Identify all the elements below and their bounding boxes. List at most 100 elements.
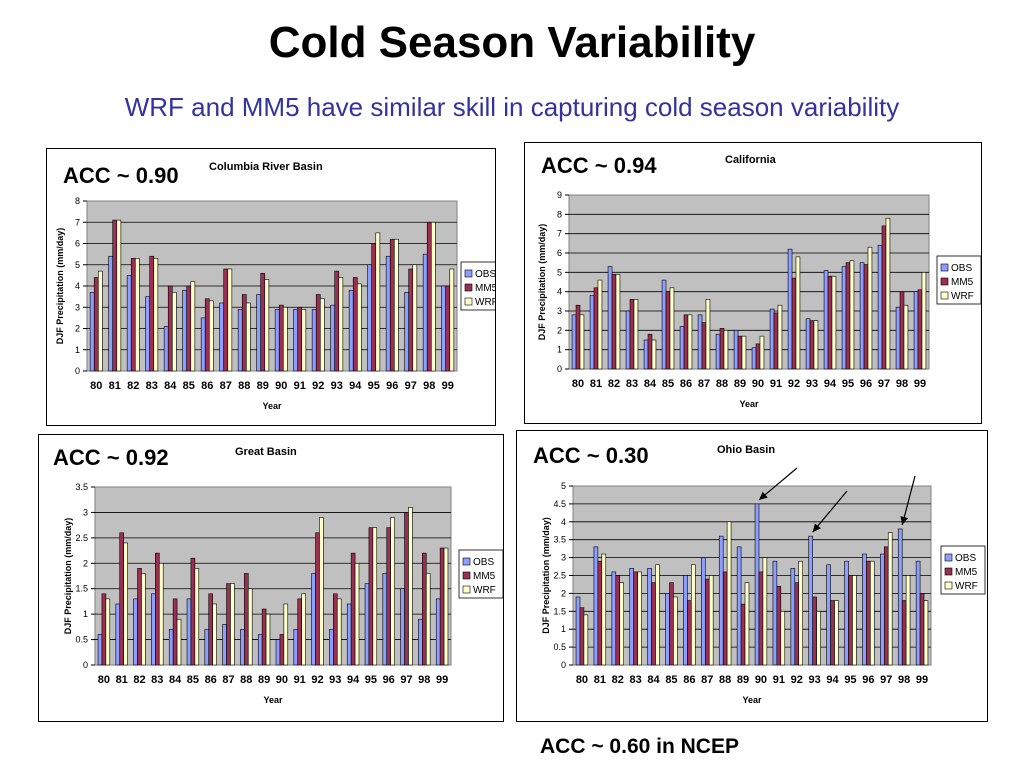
bar-wrf <box>759 335 765 370</box>
y-axis-label: DJF Precipitation (mm/day) <box>537 224 547 341</box>
bar-mm5 <box>791 277 797 370</box>
bar-wrf <box>905 575 911 666</box>
x-tick-label: 82 <box>608 378 620 390</box>
y-tick-label: 3 <box>557 306 562 316</box>
bar-wrf <box>319 517 324 666</box>
x-tick-label: 86 <box>205 674 217 686</box>
x-tick-label: 97 <box>878 378 890 390</box>
y-tick-label: 1.5 <box>75 584 88 594</box>
x-tick-label: 91 <box>770 378 782 390</box>
bar-mm5 <box>93 277 99 372</box>
bar-obs <box>346 603 352 666</box>
x-tick-label: 81 <box>594 674 606 686</box>
bar-obs <box>913 291 919 370</box>
bar-obs <box>611 571 617 666</box>
bar-obs <box>571 314 577 370</box>
x-tick-label: 89 <box>737 674 749 686</box>
annotation-arrowhead <box>759 491 768 500</box>
bar-mm5 <box>244 573 249 666</box>
bar-obs <box>200 317 206 372</box>
bar-wrf <box>813 320 819 370</box>
x-tick-label: 88 <box>238 380 250 392</box>
bar-wrf <box>903 304 909 370</box>
y-tick-label: 2.5 <box>75 533 88 543</box>
y-tick-label: 0 <box>561 660 566 670</box>
bar-wrf <box>356 283 362 372</box>
bar-obs <box>715 333 721 370</box>
y-tick-label: 2 <box>75 324 80 334</box>
bar-obs <box>219 302 225 372</box>
bar-mm5 <box>208 593 213 666</box>
bar-mm5 <box>278 304 284 372</box>
bar-mm5 <box>845 262 851 370</box>
bar-wrf <box>633 299 639 370</box>
bar-wrf <box>849 260 855 370</box>
x-tick-label: 96 <box>383 674 395 686</box>
bar-mm5 <box>633 571 638 666</box>
bar-mm5 <box>315 532 320 666</box>
y-tick-label: 1.5 <box>553 606 566 616</box>
bar-wrf <box>619 582 624 666</box>
bar-obs <box>441 285 447 372</box>
ncep-acc-note: ACC ~ 0.60 in NCEP <box>540 735 739 758</box>
legend-label-mm5: MM5 <box>475 283 495 294</box>
x-tick-label: 82 <box>612 674 624 686</box>
x-tick-label: 98 <box>418 674 430 686</box>
bar-wrf <box>741 335 747 370</box>
bar-obs <box>575 596 581 666</box>
x-tick-label: 82 <box>133 674 145 686</box>
y-tick-label: 6 <box>557 248 562 258</box>
y-tick-label: 6 <box>75 239 80 249</box>
annotation-arrow <box>812 490 848 533</box>
x-tick-label: 96 <box>862 674 874 686</box>
legend-label-wrf: WRF <box>951 291 974 302</box>
bar-wrf <box>230 583 235 666</box>
bar-wrf <box>134 258 140 372</box>
legend-label-obs: OBS <box>955 553 976 564</box>
x-tick-label: 94 <box>826 674 839 686</box>
bar-wrf <box>449 268 455 372</box>
x-axis-label: Year <box>262 401 282 411</box>
bar-mm5 <box>704 578 710 666</box>
bar-obs <box>204 629 210 666</box>
bar-obs <box>222 624 227 666</box>
bar-wrf <box>780 611 786 666</box>
bar-wrf <box>153 258 159 372</box>
x-tick-label: 89 <box>258 674 270 686</box>
bar-obs <box>240 629 245 666</box>
legend-swatch-obs <box>944 553 953 562</box>
bar-mm5 <box>917 289 923 370</box>
bar-obs <box>168 629 174 666</box>
y-tick-label: 3.5 <box>75 482 88 492</box>
y-tick-label: 5 <box>557 267 562 277</box>
bar-mm5 <box>426 221 432 372</box>
legend-swatch-mm5 <box>944 567 953 576</box>
x-tick-label: 95 <box>842 378 854 390</box>
y-tick-label: 0.5 <box>75 635 88 645</box>
x-tick-label: 82 <box>127 380 139 392</box>
bar-mm5 <box>350 552 356 666</box>
bar-wrf <box>705 299 711 370</box>
bar-obs <box>679 326 685 370</box>
legend-label-mm5: MM5 <box>951 277 974 288</box>
bar-mm5 <box>629 299 635 370</box>
bar-obs <box>754 503 760 666</box>
bar-mm5 <box>863 264 869 370</box>
bar-wrf <box>708 575 714 666</box>
bar-wrf <box>637 571 642 666</box>
bar-mm5 <box>719 328 725 370</box>
bar-obs <box>115 603 121 666</box>
bar-obs <box>808 535 813 666</box>
chart-svg: ACC ~ 0.30 Ohio Basin 0 0.5 1 1.5 2 2.5 3 3.5 4 4.5… <box>533 443 986 705</box>
bar-wrf <box>227 268 233 372</box>
x-tick-label: 84 <box>644 378 657 390</box>
y-tick-label: 0 <box>83 660 88 670</box>
bar-mm5 <box>155 552 160 666</box>
y-tick-label: 4 <box>557 287 562 297</box>
acc-label: ACC ~ 0.94 <box>541 153 657 178</box>
x-tick-label: 87 <box>220 380 232 392</box>
bar-mm5 <box>226 583 231 666</box>
bar-mm5 <box>683 314 689 370</box>
bar-wrf <box>651 339 657 370</box>
legend-swatch-wrf <box>464 297 473 306</box>
